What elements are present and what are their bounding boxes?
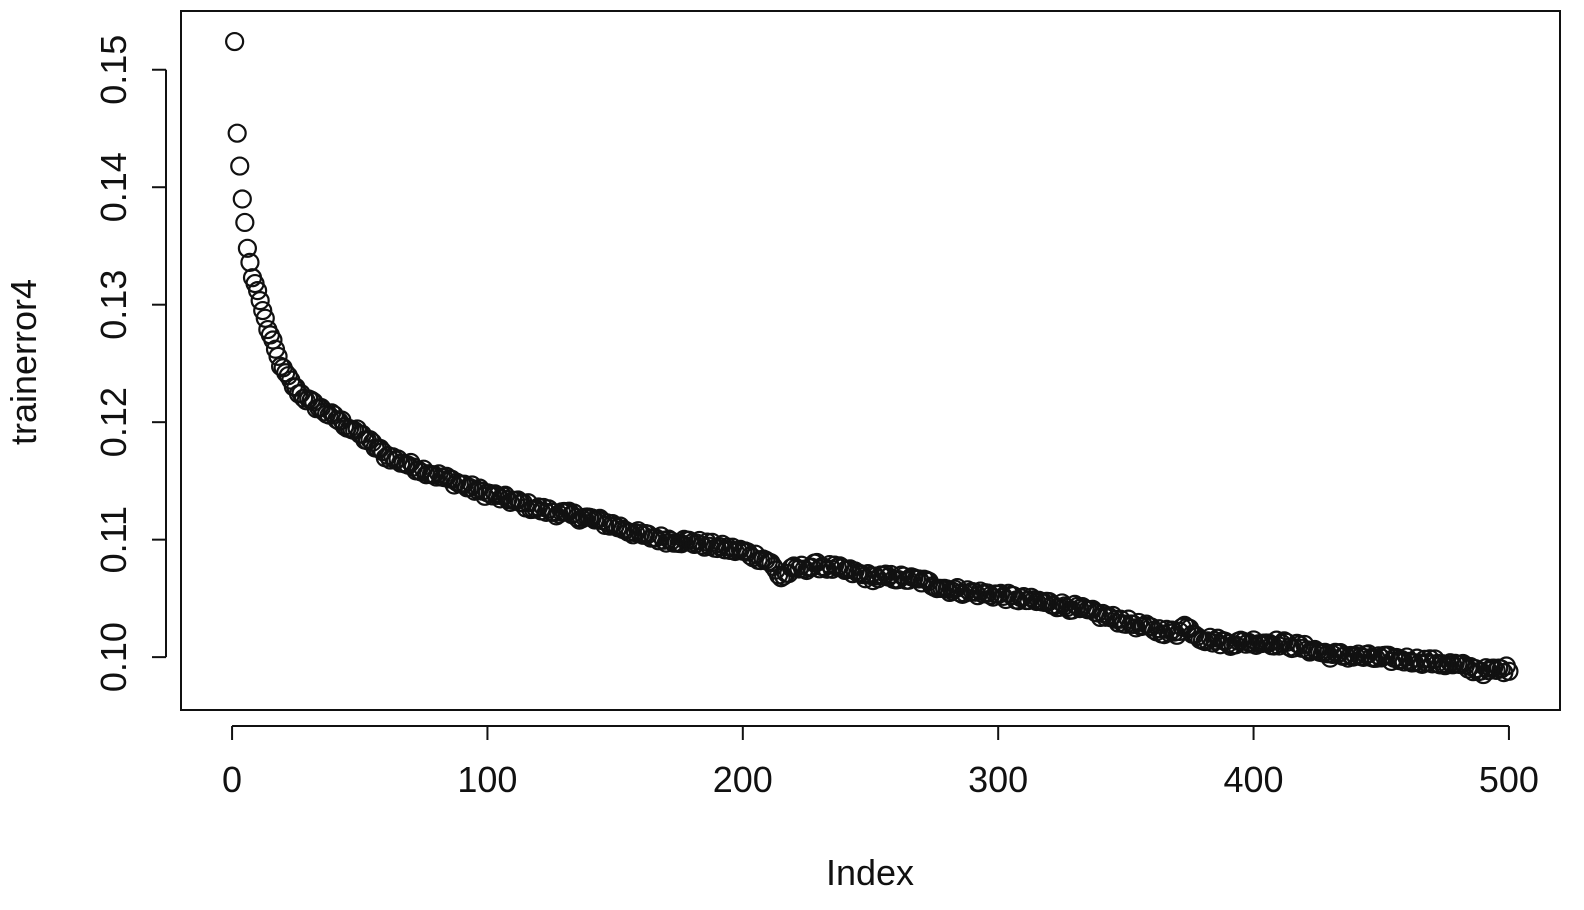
data-point [894,566,914,586]
x-axis: 0 100 200 300 400 500 [222,725,1539,800]
x-tick-label: 500 [1479,759,1539,800]
data-point [485,484,505,504]
y-tick-label: 0.14 [93,152,134,222]
data-point [1129,612,1149,633]
data-point [707,538,727,559]
data-point [1090,607,1110,628]
data-point [1499,661,1519,681]
y-tick-label: 0.10 [93,622,134,692]
y-axis: 0.10 0.11 0.12 0.13 0.14 0.15 [93,35,167,692]
data-point [623,525,643,545]
y-axis-label: trainerror4 [3,279,44,445]
data-point [237,238,257,258]
data-point [268,346,288,366]
data-point [480,483,500,504]
data-point [802,557,822,577]
x-axis-label: Index [826,852,914,893]
x-tick-label: 0 [222,759,242,800]
data-point [227,123,247,143]
data-point [230,156,250,176]
data-point [791,555,812,575]
x-tick-label: 200 [713,759,773,800]
data-point [1210,635,1230,655]
data-point [250,290,270,311]
data-point [1463,662,1483,682]
data-point [225,31,245,52]
data-point [253,300,273,321]
x-tick-label: 100 [457,759,517,800]
data-point [1471,661,1491,681]
data-point [426,467,446,487]
plot-frame [180,10,1561,711]
data-point [235,212,255,233]
data-point [248,281,268,301]
y-tick-label: 0.15 [93,35,134,105]
data-point [429,464,449,484]
y-tick-label: 0.13 [93,270,134,340]
data-point [1134,616,1154,636]
y-tick-label: 0.11 [93,506,134,573]
x-tick-label: 300 [968,759,1028,800]
x-tick-label: 400 [1224,759,1284,800]
y-tick-label: 0.12 [93,387,134,457]
data-points [225,31,1519,685]
data-point [1203,633,1223,653]
data-point [232,189,252,209]
data-point [459,477,480,497]
data-point [240,252,260,273]
